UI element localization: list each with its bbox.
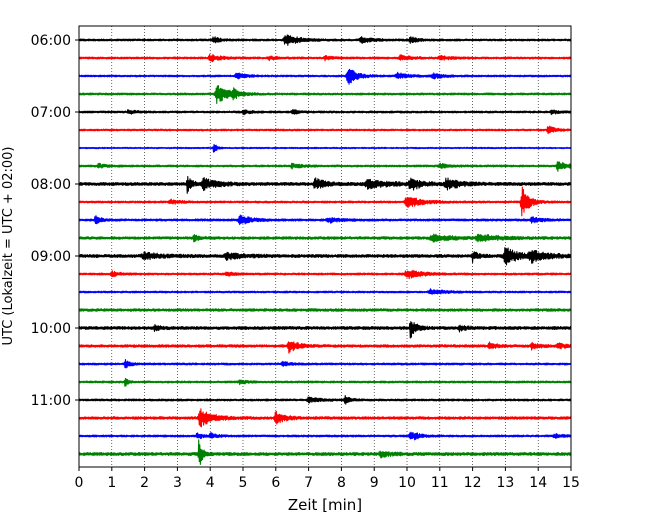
x-tick-label: 5 [239,475,248,491]
y-axis-label: UTC (Lokalzeit = UTC + 02:00) [1,147,16,346]
trace-line [78,143,572,153]
x-tick-label: 8 [337,475,346,491]
x-tick-label: 1 [107,475,116,491]
trace-line [78,109,572,116]
x-tick-label: 2 [140,475,149,491]
trace-line [78,269,572,280]
y-tick-label: 07:00 [31,105,71,121]
trace-line [78,161,572,172]
plot-frame [78,25,572,468]
y-tick-label: 08:00 [31,177,71,193]
x-tick-label: 12 [464,475,482,491]
y-tick-label: 10:00 [31,321,71,337]
trace-line [78,308,572,312]
trace-line [78,233,572,243]
trace-line [78,68,572,85]
trace-line [78,247,572,266]
x-tick-label: 7 [304,475,313,491]
x-tick-label: 11 [431,475,449,491]
trace-line [78,53,572,63]
x-tick-label: 0 [75,475,84,491]
trace-line [78,34,572,46]
x-axis-label: Zeit [min] [288,496,362,514]
x-tick-label: 9 [370,475,379,491]
trace-line [78,321,572,339]
trace-line [78,176,572,194]
trace-line [78,125,572,135]
y-tick-label: 11:00 [31,393,71,409]
x-tick-label: 10 [398,475,416,491]
trace-line [78,186,572,217]
x-tick-label: 4 [206,475,215,491]
trace-line [78,358,572,369]
y-axis-ticks: 06:00 07:00 08:00 09:00 10:00 11:00 [31,33,79,409]
trace-line [78,341,572,354]
trace-line [78,408,572,428]
trace-line [78,394,572,405]
trace-line [78,377,572,387]
x-tick-label: 13 [496,475,514,491]
x-tick-label: 14 [529,475,547,491]
x-axis-ticks: 0 1 2 3 4 5 6 7 8 9 10 11 12 13 14 15 [75,467,580,491]
x-tick-label: 15 [562,475,580,491]
x-tick-label: 6 [271,475,280,491]
y-tick-label: 09:00 [31,249,71,265]
trace-line [78,431,572,441]
y-tick-label: 06:00 [31,33,71,49]
trace-line [78,288,572,295]
trace-line [78,85,572,104]
trace-line [78,214,572,226]
trace-line [78,439,572,465]
x-tick-label: 3 [173,475,182,491]
seismic-traces [78,34,572,465]
